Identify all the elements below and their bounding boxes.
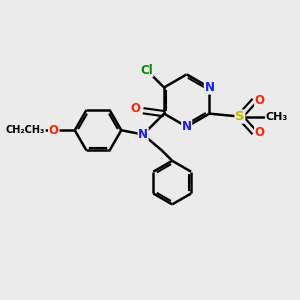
Text: O: O xyxy=(130,102,140,115)
Text: Cl: Cl xyxy=(140,64,153,76)
Text: O: O xyxy=(255,126,265,139)
Text: O: O xyxy=(49,124,58,137)
Text: CH₃: CH₃ xyxy=(266,112,288,122)
Text: N: N xyxy=(138,128,148,141)
Text: CH₂CH₃: CH₂CH₃ xyxy=(6,125,45,135)
Text: S: S xyxy=(235,110,245,123)
Text: N: N xyxy=(204,81,214,94)
Text: N: N xyxy=(182,120,192,133)
Text: O: O xyxy=(255,94,265,107)
